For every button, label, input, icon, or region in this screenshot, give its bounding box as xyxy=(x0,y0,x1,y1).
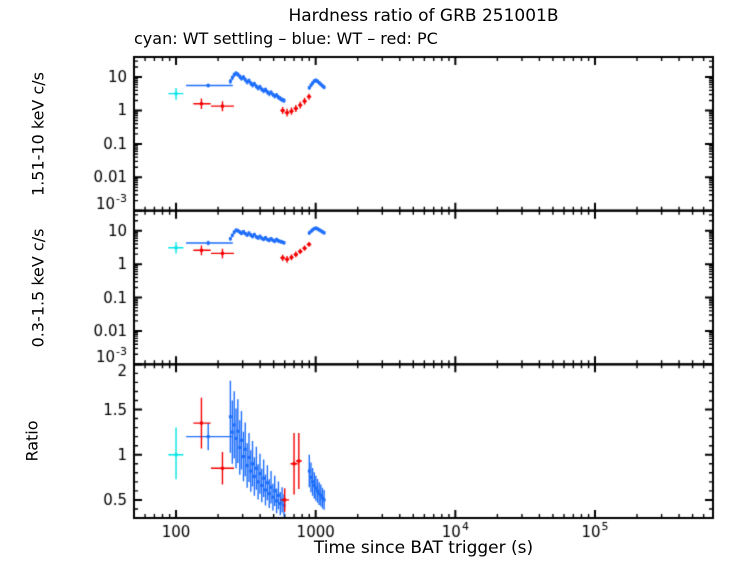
x-axis-label: Time since BAT trigger (s) xyxy=(313,538,534,558)
y-axis-label-hard-band: 1.51-10 keV c/s xyxy=(28,72,48,196)
y-axis-label-ratio: Ratio xyxy=(22,420,42,462)
plot-title: Hardness ratio of GRB 251001B xyxy=(288,6,559,26)
plot-legend-subtitle: cyan: WT settling – blue: WT – red: PC xyxy=(134,29,438,48)
y-axis-label-soft-band: 0.3-1.5 keV c/s xyxy=(28,228,48,348)
